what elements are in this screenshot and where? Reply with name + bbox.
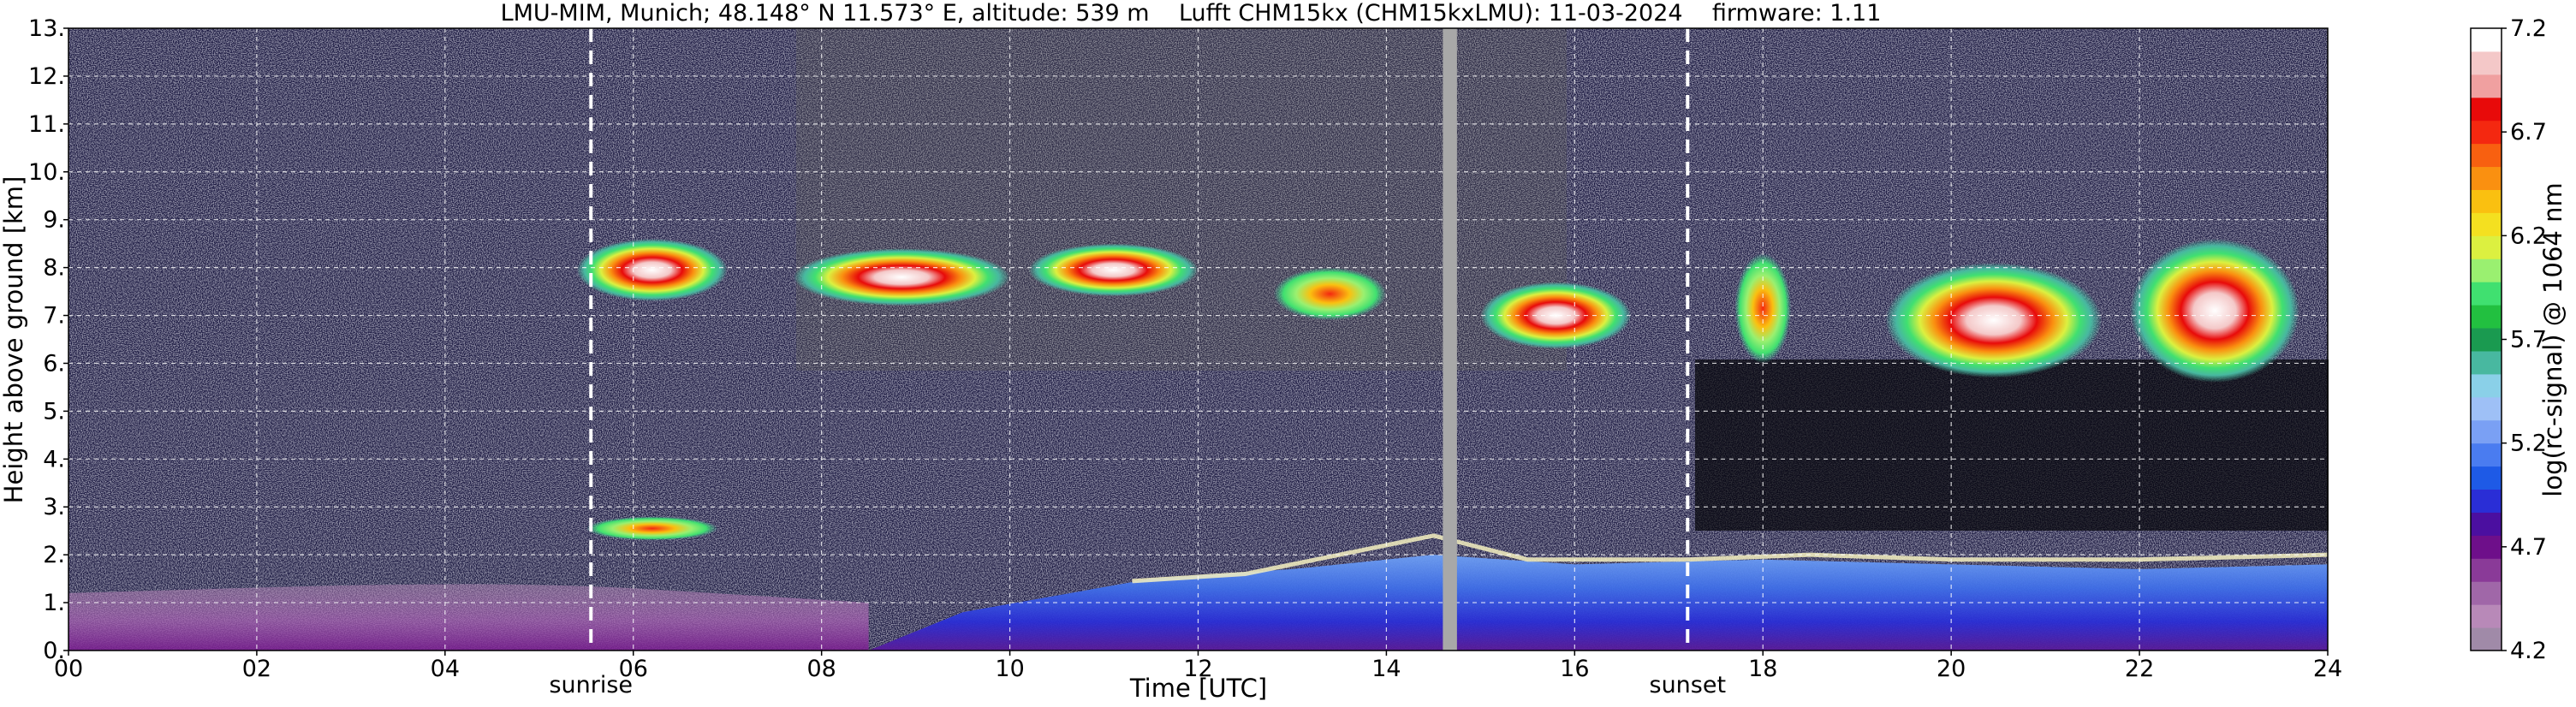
cloud-layer xyxy=(1885,263,2103,378)
night-clear-sky xyxy=(1695,359,2329,531)
cloud-layer xyxy=(1273,267,1387,321)
boundary-layer xyxy=(868,555,2329,651)
colorbar-segment xyxy=(2471,466,2502,490)
grid-layer xyxy=(68,28,2328,651)
x-tick-label: 16 xyxy=(1560,656,1589,682)
y-axis-label: Height above ground [km] xyxy=(0,176,28,504)
marker-layer xyxy=(589,28,1690,651)
cloud-layer xyxy=(2130,239,2300,383)
colorbar-tick-label: 5.2 xyxy=(2510,431,2547,457)
y-tick-label: 7. xyxy=(43,303,65,330)
boundary-layer-top xyxy=(1132,533,2329,584)
cloud-layer xyxy=(793,248,1010,306)
colorbar-segment xyxy=(2471,166,2502,190)
colorbar-tick-label: 5.7 xyxy=(2510,327,2547,354)
colorbar-segment xyxy=(2471,604,2502,628)
colorbar: 4.2 4.7 5.2 5.7 6.2 6.7 7.2 xyxy=(2470,15,2547,664)
x-tick-label: 18 xyxy=(1748,656,1777,682)
plot-area xyxy=(68,27,2329,651)
marker-label-sunset: sunset xyxy=(1650,672,1727,698)
x-tick-label: 14 xyxy=(1371,656,1401,682)
colorbar-tick-label: 7.2 xyxy=(2510,15,2547,42)
x-tick-label: 06 xyxy=(619,656,648,682)
colorbar-segment xyxy=(2471,212,2502,236)
colorbar-tick-label: 6.2 xyxy=(2510,223,2547,249)
x-tick-label: 00 xyxy=(54,656,83,682)
x-tick-label: 02 xyxy=(242,656,271,682)
y-tick-label: 11. xyxy=(28,111,65,138)
colorbar-segment xyxy=(2471,396,2502,421)
x-tick-label: 20 xyxy=(1936,656,1966,682)
axis-ticks: 00 02 04 06 08 10 12 14 16 18 20 22 24 0. 1. 2. 3. 4. 5. 6.… xyxy=(28,15,2342,698)
chart-title: LMU-MIM, Munich; 48.148° N 11.573° E, al… xyxy=(501,0,1882,27)
cloud-layer xyxy=(1734,253,1792,364)
cloud-layer xyxy=(1028,243,1199,297)
colorbar-segment xyxy=(2471,74,2502,98)
colorbar-segment xyxy=(2471,305,2502,329)
colorbar-segment xyxy=(2471,443,2502,467)
colorbar-segment xyxy=(2471,143,2502,168)
y-tick-label: 3. xyxy=(43,494,65,520)
x-tick-label: 12 xyxy=(1183,656,1212,682)
x-tick-label: 22 xyxy=(2125,656,2154,682)
colorbar-segment xyxy=(2471,282,2502,306)
y-tick-label: 2. xyxy=(43,542,65,568)
colorbar-segment xyxy=(2471,489,2502,513)
colorbar-tick-label: 6.7 xyxy=(2510,119,2547,146)
x-tick-label: 04 xyxy=(431,656,460,682)
cloud-layer xyxy=(586,516,718,541)
cloud-layer xyxy=(576,239,728,301)
y-tick-label: 0. xyxy=(43,638,65,664)
cloud-layer xyxy=(1480,282,1632,349)
marker-label-sunrise: sunrise xyxy=(549,672,633,698)
aerosol-layer-morning xyxy=(68,584,869,651)
x-tick-label: 08 xyxy=(806,656,836,682)
y-tick-label: 13. xyxy=(28,15,65,42)
y-tick-label: 10. xyxy=(28,159,65,186)
colorbar-segment xyxy=(2471,235,2502,259)
data-gap xyxy=(1443,28,1457,651)
x-tick-label: 24 xyxy=(2313,656,2342,682)
colorbar-segment xyxy=(2471,28,2502,52)
y-tick-label: 6. xyxy=(43,350,65,377)
y-tick-label: 9. xyxy=(43,207,65,234)
colorbar-tick-label: 4.2 xyxy=(2510,638,2547,664)
y-tick-label: 8. xyxy=(43,255,65,282)
colorbar-segment xyxy=(2471,258,2502,282)
colorbar-segment xyxy=(2471,373,2502,398)
colorbar-segment xyxy=(2471,120,2502,145)
colorbar-segment xyxy=(2471,328,2502,352)
upper-noise-tint xyxy=(796,28,1567,371)
x-axis-label: Time [UTC] xyxy=(1129,674,1267,703)
y-tick-label: 12. xyxy=(28,63,65,90)
colorbar-segment xyxy=(2471,581,2502,605)
colorbar-segment xyxy=(2471,512,2502,536)
colorbar-tick-label: 4.7 xyxy=(2510,534,2547,561)
colorbar-segment xyxy=(2471,419,2502,444)
colorbar-segment xyxy=(2471,350,2502,375)
colorbar-segment xyxy=(2471,535,2502,559)
y-tick-label: 4. xyxy=(43,446,65,472)
x-tick-label: 10 xyxy=(995,656,1024,682)
y-tick-label: 5. xyxy=(43,398,65,425)
features-layer xyxy=(68,239,2329,651)
colorbar-segment xyxy=(2471,50,2502,75)
colorbar-label: log(rc-signal) @ 1064 nm xyxy=(2538,182,2567,496)
colorbar-segment xyxy=(2471,97,2502,122)
colorbar-segment xyxy=(2471,627,2502,651)
colorbar-segment xyxy=(2471,189,2502,213)
colorbar-segment xyxy=(2471,558,2502,582)
y-tick-label: 1. xyxy=(43,590,65,616)
